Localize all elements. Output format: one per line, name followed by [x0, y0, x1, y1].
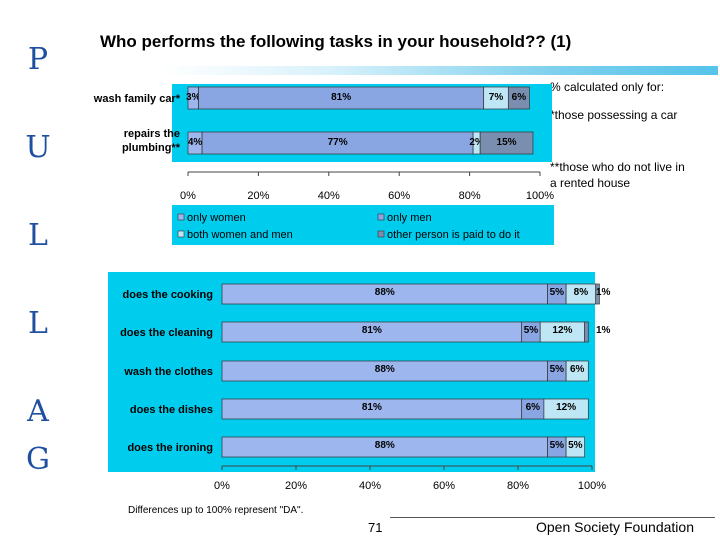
chart-1-category-label: plumbing** — [122, 142, 181, 154]
chart-1-legend-background — [172, 205, 554, 245]
legend-label: other person is paid to do it — [387, 229, 520, 241]
chart-2-data-label: 81% — [362, 325, 382, 336]
chart-1-data-label: 2% — [469, 137, 484, 148]
chart-1-x-tick-label: 40% — [318, 190, 340, 202]
chart-2-data-label: 5% — [550, 287, 565, 298]
chart-2-data-label: 5% — [568, 440, 583, 451]
note-line-1: % calculated only for: — [550, 80, 665, 94]
chart-2-category-label: does the ironing — [127, 442, 213, 454]
note-line-2: *those possessing a car — [550, 108, 678, 122]
chart-1-data-label: 4% — [188, 137, 203, 148]
chart-2-data-label: 88% — [375, 440, 395, 451]
chart-1-data-label: 3% — [186, 92, 201, 103]
chart-2-data-label: 5% — [550, 364, 565, 375]
chart-1-data-label: 77% — [328, 137, 348, 148]
chart-2-data-label: 8% — [574, 287, 589, 298]
legend-label: both women and men — [187, 229, 293, 241]
chart-2-x-tick-label: 100% — [578, 480, 606, 492]
chart-2-x-tick-label: 20% — [285, 480, 307, 492]
page-title: Who performs the following tasks in your… — [100, 32, 572, 51]
legend-label: only women — [187, 212, 246, 224]
chart-2-category-label: does the cooking — [123, 289, 213, 301]
chart-2-x-tick-label: 60% — [433, 480, 455, 492]
chart-2-data-label: 5% — [524, 325, 539, 336]
chart-2-category-label: does the cleaning — [120, 327, 213, 339]
chart-2-bar-segment — [584, 321, 589, 343]
legend-swatch — [377, 230, 385, 238]
legend-label: only men — [387, 212, 432, 224]
legend-swatch — [377, 213, 385, 221]
chart-2-data-label: 6% — [526, 402, 541, 413]
chart-2-bar-segment — [565, 360, 589, 382]
chart-1-x-tick-label: 60% — [388, 190, 410, 202]
chart-2-bar-segment — [595, 283, 600, 305]
chart-2-x-tick-label: 80% — [507, 480, 529, 492]
chart-2-data-label: 12% — [552, 325, 572, 336]
note-line-3b: a rented house — [550, 176, 631, 190]
chart-2-data-label: 5% — [550, 440, 565, 451]
chart-2-data-label: 88% — [375, 364, 395, 375]
chart-1-data-label: 6% — [512, 92, 527, 103]
gallup-logo: P U L L A G — [25, 42, 51, 477]
chart-1-x-tick-label: 100% — [526, 190, 554, 202]
chart-1-data-label: 81% — [331, 92, 351, 103]
chart-2-category-label: wash the clothes — [123, 366, 213, 378]
chart-2-data-label: 88% — [375, 287, 395, 298]
title-underline — [160, 66, 718, 75]
chart-1-bar-segment — [507, 86, 530, 110]
footnote: Differences up to 100% represent "DA". — [128, 505, 304, 516]
chart-1-category-label: wash family car* — [93, 93, 181, 105]
organization-name: Open Society Foundation — [536, 519, 694, 535]
chart-1-data-label: 7% — [489, 92, 504, 103]
chart-2-data-label: 81% — [362, 402, 382, 413]
chart-2-category-label: does the dishes — [130, 404, 213, 416]
chart-2-data-label: 1% — [596, 287, 611, 298]
chart-2-x-tick-label: 0% — [214, 480, 230, 492]
note-line-3a: **those who do not live in — [550, 160, 685, 174]
chart-2-x-tick-label: 40% — [359, 480, 381, 492]
footer-divider — [390, 517, 715, 518]
chart-2-bar-segment — [565, 436, 585, 458]
chart-1-x-tick-label: 80% — [459, 190, 481, 202]
page-number: 71 — [368, 520, 383, 535]
chart-1-data-label: 15% — [497, 137, 517, 148]
chart-1-bar-segment — [479, 131, 534, 155]
chart-2-data-label: 1% — [596, 325, 611, 336]
chart-1-x-tick-label: 0% — [180, 190, 196, 202]
legend-swatch — [177, 213, 185, 221]
chart-2-bar-segment — [543, 398, 589, 420]
chart-1-x-tick-label: 20% — [247, 190, 269, 202]
chart-1-category-label: repairs the — [124, 128, 180, 140]
chart-2-data-label: 12% — [556, 402, 576, 413]
chart-2-data-label: 6% — [570, 364, 585, 375]
legend-swatch — [177, 230, 185, 238]
